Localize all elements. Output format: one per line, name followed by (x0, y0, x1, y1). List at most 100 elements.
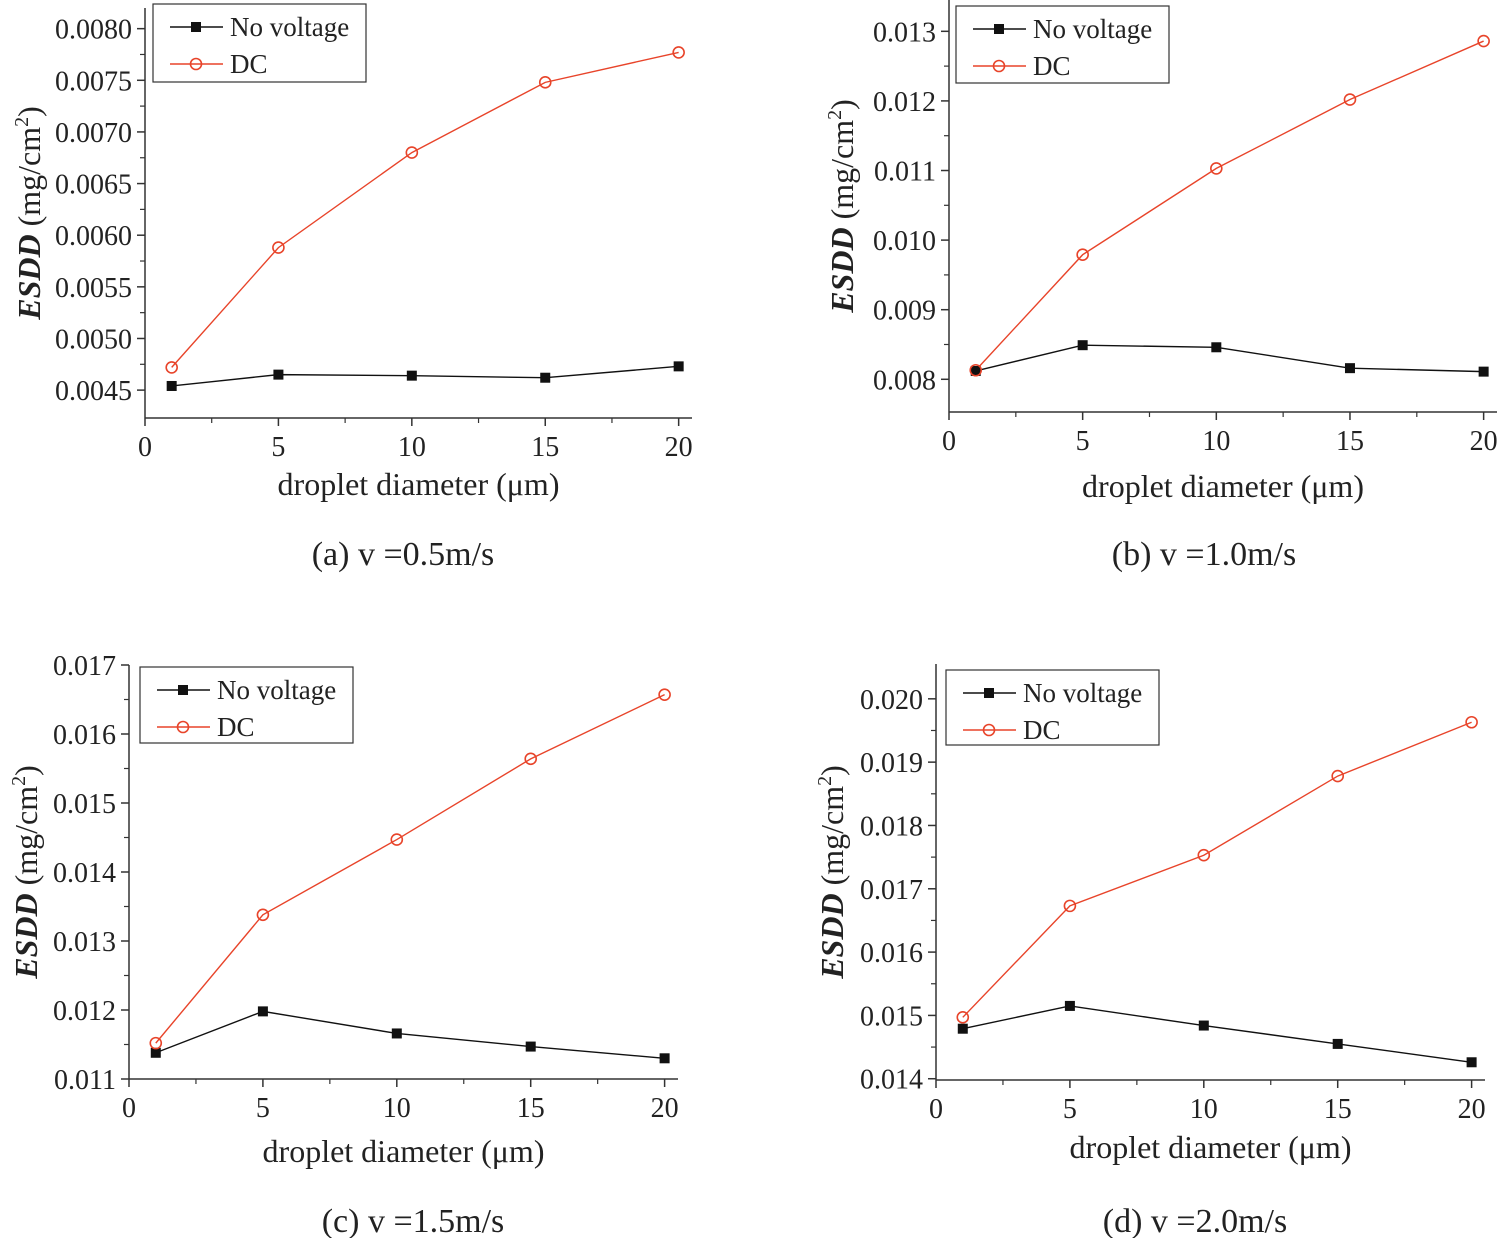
chart1-y-tick-label: 0.0065 (55, 170, 132, 201)
chart1-y-tick-label: 0.0055 (55, 273, 132, 304)
chart4-y-tick-label: 0.017 (860, 875, 923, 906)
chart2-dc-point (969, 363, 983, 377)
chart4-x-tick-label: 10 (1190, 1094, 1218, 1125)
chart2-no-voltage-point (1211, 342, 1222, 353)
chart4-y-tick-label: 0.015 (860, 1001, 923, 1032)
chart1-y-axis-title-sup: 2 (11, 117, 33, 127)
chart2-dc-point (1343, 93, 1357, 106)
chart1-legend-no-voltage-label: No voltage (230, 12, 349, 42)
chart3-legend-dc-label: DC (217, 712, 255, 742)
chart4-legend-dc-marker (982, 723, 996, 737)
chart4-y-axis-title-close: ) (814, 765, 850, 776)
chart2-y-axis-title-close: ) (824, 99, 860, 110)
chart1-dc-point (165, 361, 178, 374)
chart1-dc-line (171, 51, 679, 368)
chart2-y-axis-title-main: ESDD (824, 227, 860, 313)
chart1-legend-box (152, 3, 367, 83)
chart1-y-tick-label: 0.0070 (55, 118, 132, 149)
chart1-dc-point (538, 76, 552, 89)
chart1-no-voltage-point (273, 369, 284, 380)
chart1-y-tick-label: 0.0060 (55, 221, 132, 252)
chart4-y-axis-title: ESDD (mg/cm2) (814, 765, 850, 980)
chart3-no-voltage-point (659, 1053, 670, 1064)
chart3-panel: 0 5 10 15 20 0.011 0.012 0.013 0.014 0.015 0.016 0.… (8, 651, 679, 1238)
chart3-legend-no-voltage-label: No voltage (217, 675, 336, 705)
chart2-y-tick-label: 0.009 (873, 296, 936, 327)
chart2-y-tick-label: 0.013 (873, 17, 936, 48)
chart2-y-tick-label: 0.012 (873, 87, 936, 118)
chart2-legend-no-voltage-marker (994, 24, 1004, 34)
chart1-legend-dc-label: DC (230, 49, 268, 79)
chart1-caption: (a) v =0.5m/s (312, 536, 495, 573)
chart3-caption: (c) v =1.5m/s (322, 1203, 505, 1238)
chart4-x-tick-label: 0 (929, 1094, 943, 1125)
chart4-x-axis-title: droplet diameter (μm) (1070, 1129, 1352, 1165)
chart2-legend-dc-label: DC (1033, 51, 1071, 81)
chart4-dc-point (1063, 899, 1077, 913)
chart3-y-tick-label: 0.012 (53, 996, 116, 1027)
chart2-y-tick-label: 0.010 (873, 226, 936, 257)
chart2-no-voltage-point (970, 365, 981, 376)
chart3-y-axis-title-unit: (mg/cm (8, 786, 44, 894)
chart4-y-axis-title-unit: (mg/cm (814, 786, 850, 894)
chart4-no-voltage-point (1332, 1038, 1343, 1049)
chart3-x-tick-label: 0 (122, 1093, 136, 1124)
chart1-no-voltage-point (166, 380, 177, 391)
chart3-dc-line (155, 694, 665, 1044)
chart2-caption: (b) v =1.0m/s (1112, 536, 1296, 573)
chart4-y-axis-title-sup: 2 (814, 776, 836, 786)
chart2-dc-point (1210, 162, 1223, 175)
chart3-no-voltage-point (525, 1041, 536, 1052)
chart3-dc-point (524, 752, 538, 766)
chart1-no-voltage-point (540, 372, 551, 383)
chart3-y-axis-title-main: ESDD (8, 893, 44, 979)
chart2-y-tick-label: 0.008 (873, 365, 936, 396)
chart1-dc-point (405, 146, 419, 159)
chart3-y-tick-label: 0.015 (53, 789, 116, 820)
chart3-legend-no-voltage-marker (178, 685, 188, 695)
chart3-x-tick-label: 20 (651, 1093, 679, 1124)
chart2-dc-point (1076, 248, 1089, 262)
chart2-x-tick-label: 10 (1202, 426, 1230, 457)
chart3-y-tick-label: 0.017 (53, 651, 116, 682)
chart4-x-tick-label: 5 (1063, 1094, 1077, 1125)
chart3-legend-box (139, 666, 354, 744)
chart4-y-tick-label: 0.019 (860, 748, 923, 779)
chart3-y-axis-title: ESDD (mg/cm2) (8, 765, 44, 980)
chart3-y-tick-label: 0.016 (53, 720, 116, 751)
chart4-no-voltage-point (957, 1023, 968, 1034)
chart3-y-tick-label: 0.011 (54, 1065, 116, 1096)
chart3-no-voltage-line (155, 1010, 665, 1059)
chart3-no-voltage-point (257, 1006, 268, 1017)
chart1-x-tick-label: 5 (271, 432, 285, 463)
chart3-dc-point (256, 908, 270, 922)
chart2-x-tick-label: 5 (1076, 426, 1090, 457)
chart1-x-axis-title: droplet diameter (μm) (278, 466, 560, 502)
chart4-legend-no-voltage-marker (984, 688, 994, 698)
chart1-y-tick-label: 0.0075 (55, 66, 132, 97)
chart1-legend-dc-marker (189, 57, 203, 71)
chart1-no-voltage-point (673, 361, 684, 372)
chart4-y-tick-label: 0.018 (860, 811, 923, 842)
chart2-y-tick-label: 0.011 (874, 157, 936, 188)
chart1-x-tick-label: 15 (531, 432, 559, 463)
chart3-dc-point (658, 688, 671, 701)
chart2-x-axis-title: droplet diameter (μm) (1082, 468, 1364, 504)
chart1-y-tick-label: 0.0045 (55, 376, 132, 407)
chart3-no-voltage-point (391, 1028, 402, 1039)
chart1-y-axis-title-close: ) (11, 106, 47, 117)
chart1-x-tick-label: 10 (398, 432, 426, 463)
chart4-no-voltage-point (1466, 1057, 1477, 1068)
chart2-x-tick-label: 0 (942, 426, 956, 457)
chart2-legend-box (955, 5, 1170, 84)
chart2-no-voltage-point (1077, 340, 1088, 351)
chart1-panel: 0 5 10 15 20 0.0045 0.0050 0.0055 0.0060 0.0065 0.… (11, 3, 693, 573)
chart4-y-tick-label: 0.016 (860, 938, 923, 969)
chart4-dc-point (956, 1011, 970, 1024)
chart2-panel: 0 5 10 15 20 0.008 0.009 0.010 0.011 0.012 0.013 No… (824, 0, 1498, 573)
chart3-x-tick-label: 15 (517, 1093, 545, 1124)
chart3-x-tick-label: 5 (256, 1093, 270, 1124)
chart4-y-tick-label: 0.020 (860, 685, 923, 716)
chart1-no-voltage-point (406, 370, 417, 381)
